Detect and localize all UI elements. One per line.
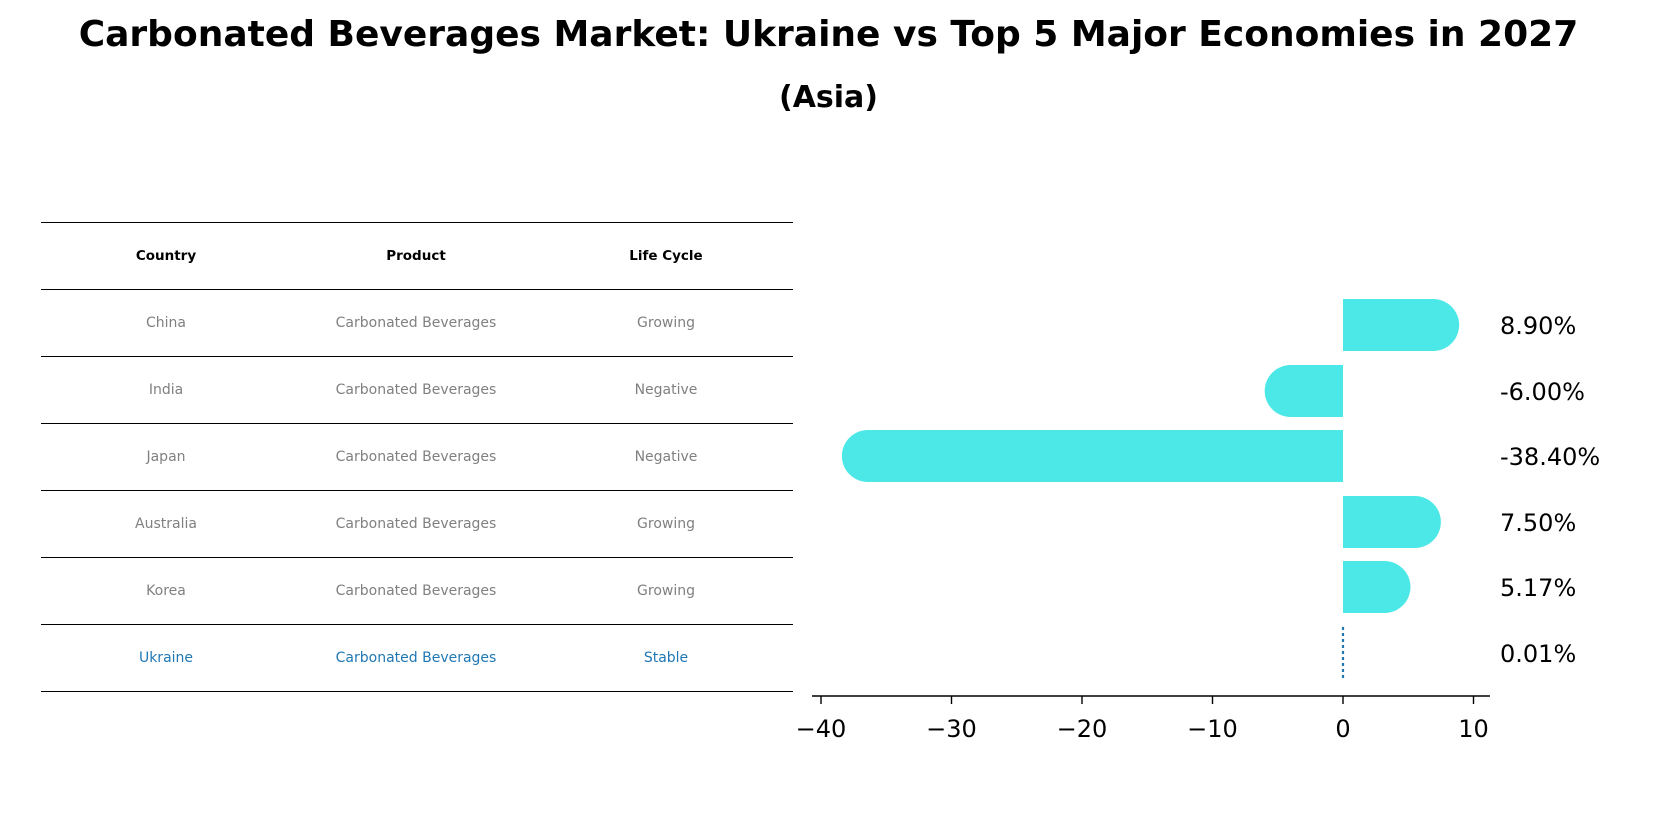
data-label-australia: 7.50% (1500, 509, 1576, 537)
bar-australia (1343, 496, 1441, 548)
table-rule (41, 557, 793, 558)
table-cell: Growing (637, 515, 695, 532)
x-tick-label: −20 (1057, 715, 1108, 743)
data-label-korea: 5.17% (1500, 574, 1576, 602)
table-cell: Japan (146, 448, 186, 465)
bar-korea (1343, 561, 1411, 613)
x-tick-label: 0 (1335, 715, 1350, 743)
table-cell: Growing (637, 582, 695, 599)
x-tick-label: −10 (1187, 715, 1238, 743)
table-cell: Negative (634, 381, 698, 398)
chart-subtitle: (Asia) (778, 80, 879, 115)
table-cell: Growing (637, 314, 695, 331)
table-cell: China (146, 314, 186, 331)
table-cell: Carbonated Beverages (335, 314, 497, 331)
data-label-india: -6.00% (1500, 378, 1585, 406)
table-cell: Carbonated Beverages (335, 582, 497, 599)
table-header-country: Country (135, 247, 197, 264)
data-label-ukraine: 0.01% (1500, 640, 1576, 668)
x-tick-label: 10 (1458, 715, 1489, 743)
table-rule (41, 423, 793, 424)
table-rule (41, 289, 793, 290)
data-label-china: 8.90% (1500, 312, 1576, 340)
table-rule (41, 356, 793, 357)
table-cell: India (148, 381, 184, 398)
bar-japan (841, 430, 1343, 482)
table-rule (41, 490, 793, 491)
table-cell: Korea (146, 582, 186, 599)
bar-india (1264, 365, 1343, 417)
table-cell: Australia (135, 515, 197, 532)
table-cell: Carbonated Beverages (335, 381, 497, 398)
table-cell: Carbonated Beverages (335, 515, 497, 532)
table-rule (41, 691, 793, 692)
x-tick-label: −40 (796, 715, 847, 743)
table-header-product: Product (386, 247, 446, 264)
table-cell: Carbonated Beverages (335, 448, 497, 465)
table-cell: Stable (643, 649, 689, 666)
table-rule (41, 624, 793, 625)
table-rule (41, 222, 793, 223)
table-header-life-cycle: Life Cycle (629, 247, 703, 264)
table-cell: Carbonated Beverages (335, 649, 497, 666)
table-cell: Negative (634, 448, 698, 465)
data-label-japan: -38.40% (1500, 443, 1600, 471)
bar-china (1343, 299, 1460, 351)
table-cell: Ukraine (138, 649, 194, 666)
chart-title: Carbonated Beverages Market: Ukraine vs … (78, 14, 1579, 55)
x-tick-label: −30 (926, 715, 977, 743)
